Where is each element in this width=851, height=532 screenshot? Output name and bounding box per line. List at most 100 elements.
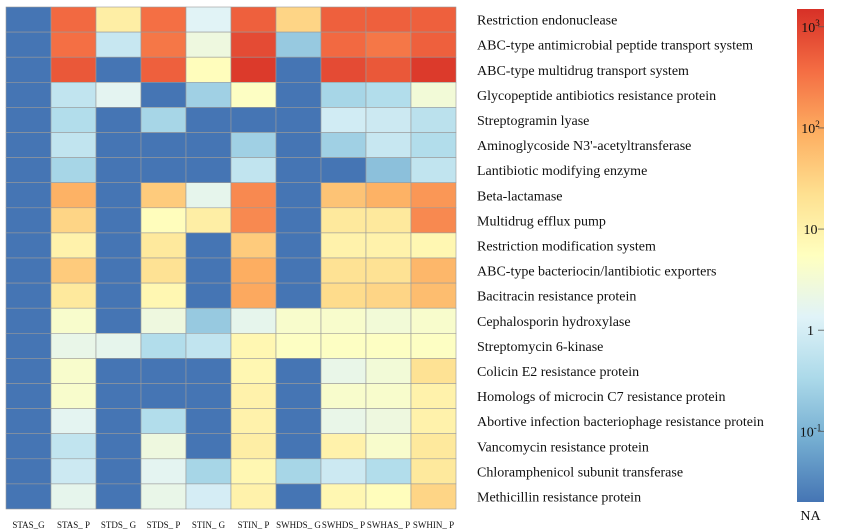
row-label: Multidrug efflux pump [477,214,606,229]
heatmap-cell [140,107,187,133]
heatmap-cell [5,307,52,334]
heatmap-cell [365,31,412,58]
heatmap-cell [140,483,187,510]
heatmap-cell [5,332,52,359]
heatmap-cell [5,358,52,384]
heatmap-cell [50,383,97,409]
heatmap-cell [5,182,52,209]
heatmap-cell [320,232,367,259]
heatmap-cell [5,433,52,460]
heatmap-cell [365,207,412,234]
heatmap-cell [410,56,457,83]
heatmap-cell [50,282,97,309]
column-label: STIN_ G [192,520,226,530]
heatmap-cell [230,483,277,510]
heatmap-cell [410,6,457,33]
heatmap-cell [95,132,142,158]
heatmap-cell [5,207,52,234]
heatmap-cell [140,332,187,359]
heatmap-cell [140,408,187,435]
row-label: Homologs of microcin C7 resistance prote… [477,390,725,405]
heatmap-cell [365,232,412,259]
heatmap-cell [230,232,277,259]
row-labels: Restriction endonuclease ABC-type antimic… [477,14,764,506]
heatmap-cell [5,483,52,510]
heatmap-cell [230,56,277,83]
heatmap-cell [50,483,97,510]
heatmap-cell [95,182,142,209]
heatmap-cell [410,433,457,460]
row-label: ABC-type antimicrobial peptide transport… [477,39,753,54]
heatmap-cell [365,332,412,359]
heatmap-cell [410,232,457,259]
heatmap-cell [95,433,142,460]
heatmap-cell [230,282,277,309]
column-label: STDS_ P [147,520,181,530]
heatmap-cell [320,132,367,158]
heatmap-cell [365,107,412,133]
heatmap-cell [95,82,142,108]
heatmap-cell [50,408,97,435]
column-label: STAS_ P [57,520,90,530]
column-label: SWHDS_ G [276,520,321,530]
heatmap-cell [95,157,142,184]
colorbar-tick-label: 1 [807,324,814,339]
heatmap-cell [95,282,142,309]
heatmap-cell [5,232,52,259]
heatmap-cell [5,56,52,83]
heatmap-cell [275,82,322,108]
heatmap-cell [185,6,232,33]
heatmap-cell [50,157,97,184]
heatmap-cell [185,107,232,133]
heatmap-cell [50,332,97,359]
heatmap-cell [95,232,142,259]
row-label: ABC-type bacteriocin/lantibiotic exporte… [477,265,716,280]
heatmap-cell [365,6,412,33]
heatmap-cell [410,358,457,384]
row-label: Streptomycin 6-kinase [477,340,603,355]
heatmap-cell [230,458,277,485]
heatmap-cell [275,182,322,209]
heatmap-cell [185,408,232,435]
heatmap-cell [5,31,52,58]
heatmap-cell [275,6,322,33]
heatmap-cell [140,31,187,58]
heatmap-cell [140,207,187,234]
heatmap-cell [275,132,322,158]
heatmap-cell [5,408,52,435]
heatmap-cell [275,31,322,58]
row-label: Lantibiotic modifying enzyme [477,164,647,179]
heatmap-cell [185,31,232,58]
heatmap-cell [185,157,232,184]
heatmap-cell [230,132,277,158]
column-label: STDS_ G [101,520,137,530]
row-label: ABC-type multidrug transport system [477,64,689,79]
row-label: Glycopeptide antibiotics resistance prot… [477,89,716,104]
heatmap-cell [140,358,187,384]
heatmap-cell [230,182,277,209]
heatmap-cell [410,408,457,435]
row-label: Abortive infection bacteriophage resista… [477,415,764,430]
heatmap-cell [50,207,97,234]
heatmap-cell [320,207,367,234]
heatmap-cell [275,207,322,234]
heatmap-cell [50,257,97,284]
row-label: Beta-lactamase [477,189,563,204]
heatmap-cell [320,257,367,284]
row-label: Methicillin resistance protein [477,490,641,505]
heatmap-cell [5,383,52,409]
heatmap-cell [95,358,142,384]
row-label: Bacitracin resistance protein [477,290,636,305]
heatmap-cell [185,207,232,234]
heatmap-cell [5,157,52,184]
heatmap-cell [410,458,457,485]
heatmap-cell [50,132,97,158]
heatmap-cell [320,6,367,33]
colorbar-tick-label: 102 [801,119,820,137]
heatmap-cell [185,182,232,209]
heatmap-cell [365,307,412,334]
heatmap-cell [230,332,277,359]
heatmap-cell [410,132,457,158]
heatmap-cell [410,282,457,309]
